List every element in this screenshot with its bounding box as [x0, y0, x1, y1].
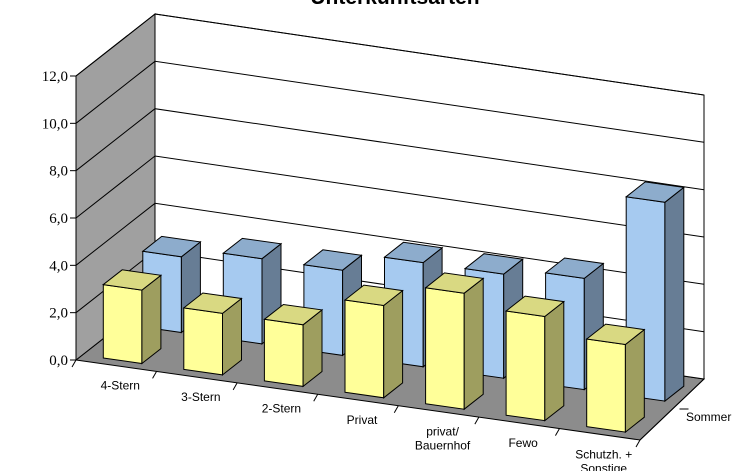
- bar-back-top: [463, 253, 524, 275]
- bar-front-front: [425, 287, 465, 410]
- grid-line: [75, 13, 705, 96]
- y-tick-label: 0,0: [49, 353, 68, 369]
- y-tick-label: 4,0: [49, 258, 68, 274]
- y-axis: 0,0 2,0 4,0 6,0 8,0 10,0 12,0: [42, 69, 76, 369]
- bar-front-top: [343, 284, 404, 307]
- x-tick-mark: [474, 416, 480, 425]
- bar-front: [343, 284, 404, 399]
- bar-back-top: [302, 249, 363, 271]
- grid-line: [75, 60, 705, 143]
- depth-tick-label: Sommer: [686, 410, 731, 424]
- x-tick-mark: [232, 382, 238, 391]
- x-tick-label: 3-Stern: [181, 390, 220, 404]
- grid-line: [75, 155, 705, 238]
- bar-front-side: [383, 289, 404, 399]
- bar-back-top: [544, 257, 605, 279]
- bar-front-front: [586, 338, 626, 433]
- bar-front-front: [505, 310, 546, 422]
- bar-front: [424, 272, 485, 411]
- bar-front-top: [504, 295, 566, 318]
- bars: [102, 181, 686, 434]
- x-tick-label: Fewo: [508, 436, 538, 450]
- bar-front-front: [263, 318, 304, 387]
- x-tick-label-line: privat/: [426, 424, 459, 438]
- bar-back-top: [624, 181, 686, 203]
- bar-front: [263, 303, 324, 388]
- bar-front: [585, 323, 646, 434]
- chart-title: Unterkunftsarten: [310, 0, 479, 9]
- bar-front: [504, 295, 566, 422]
- x-tick-label: privat/Bauernhof: [415, 424, 471, 452]
- bar-front-side: [463, 277, 484, 411]
- x-tick-label-line: 3-Stern: [181, 390, 220, 404]
- bar-back-top: [141, 235, 202, 258]
- x-tick-label-line: Fewo: [508, 436, 538, 450]
- x-tick-label: 4-Stern: [101, 379, 140, 393]
- x-tick-mark: [635, 439, 641, 448]
- x-tick-label-line: 2-Stern: [262, 402, 301, 416]
- bar-front-front: [344, 299, 385, 399]
- bar-front-side: [141, 274, 162, 365]
- bar-front-top: [263, 303, 324, 326]
- x-tick-mark: [152, 371, 158, 379]
- y-tick-label: 6,0: [49, 211, 68, 227]
- grid-line: [75, 202, 705, 285]
- bar-back-top: [383, 241, 444, 264]
- y-tick-label: 12,0: [42, 69, 68, 85]
- x-tick-label-line: Bauernhof: [415, 438, 471, 452]
- bar-front-side: [624, 328, 645, 434]
- grid-line: [75, 108, 705, 191]
- x-tick-mark: [313, 394, 319, 402]
- x-tick-mark: [71, 359, 77, 368]
- x-tick-mark: [554, 428, 560, 436]
- bar-front-side: [544, 300, 565, 422]
- bar-front: [102, 269, 163, 365]
- x-tick-label-line: 4-Stern: [101, 379, 140, 393]
- bar-front: [182, 292, 243, 376]
- x-tick-label-line: Sonstige: [580, 461, 627, 471]
- bar-back-top: [222, 237, 283, 260]
- bar-front-front: [183, 307, 223, 376]
- depth-axis: Sommer: [639, 378, 731, 441]
- y-tick-label: 2,0: [49, 306, 68, 322]
- grid-lines: [75, 13, 705, 333]
- y-tick-label: 8,0: [49, 164, 68, 180]
- bar-front-front: [102, 284, 143, 365]
- bar-front-top: [182, 292, 243, 314]
- x-tick-label-line: Schutzh. +: [575, 447, 632, 461]
- y-tick-label: 10,0: [42, 116, 68, 132]
- depth-axis-line: [639, 378, 705, 441]
- x-tick-label: Schutzh. + Sonstige: [575, 447, 632, 471]
- x-axis: 4-Stern 3-Stern 2-Stern Privat privat/Bauern…: [71, 359, 641, 471]
- bar-front-top: [424, 272, 485, 294]
- bar-front-top: [102, 269, 163, 291]
- x-tick-label: 2-Stern: [262, 402, 301, 416]
- x-tick-mark: [393, 405, 399, 413]
- x-tick-label-line: Privat: [347, 413, 378, 427]
- bar-back-side: [664, 186, 685, 403]
- bar-back: [624, 181, 686, 403]
- x-tick-label: Privat: [347, 413, 378, 427]
- bar-front-top: [585, 323, 646, 346]
